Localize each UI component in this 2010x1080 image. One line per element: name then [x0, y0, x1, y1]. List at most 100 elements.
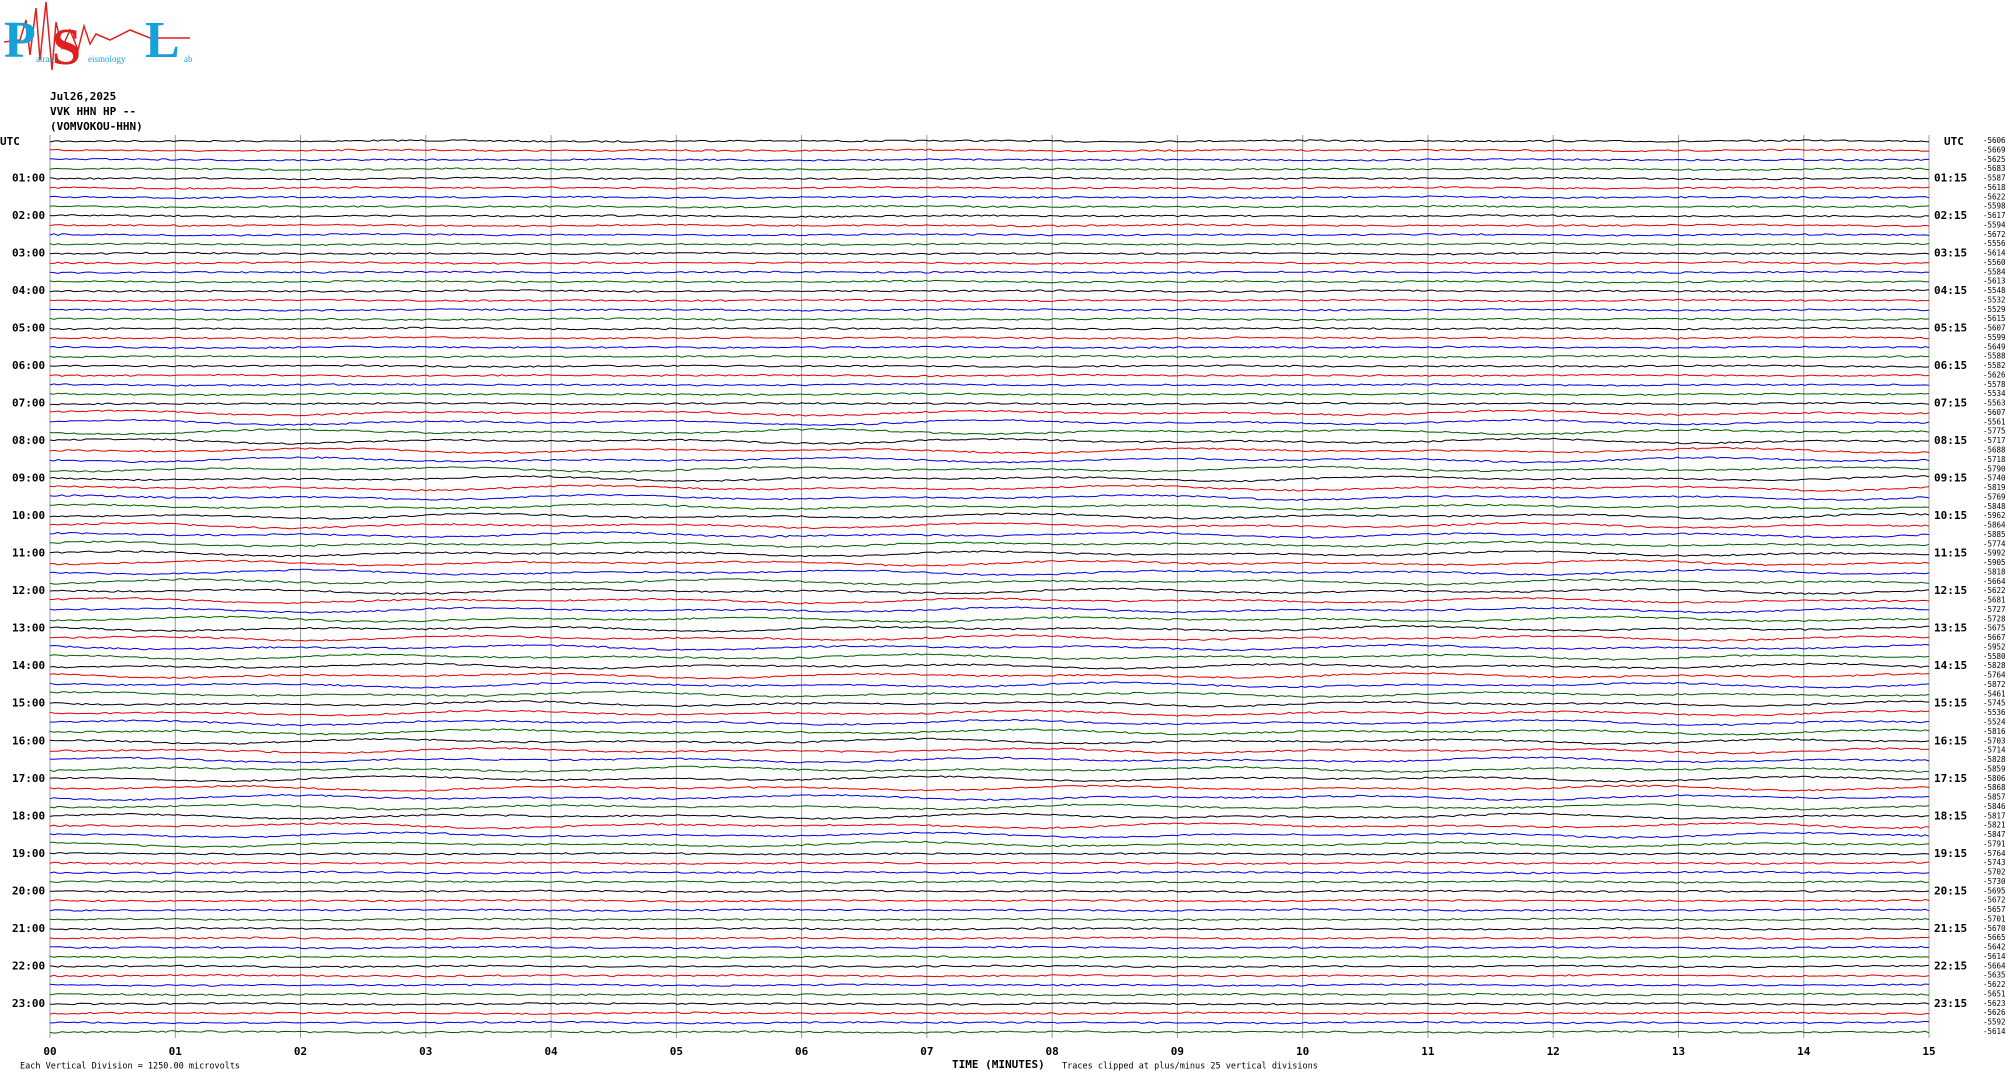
hour-label: 16:00 [12, 734, 45, 747]
hour-label: 17:15 [1934, 772, 1967, 785]
x-tick-label: 05 [670, 1045, 683, 1058]
offset-label: -5670 [1983, 924, 2006, 933]
trace [49, 852, 1930, 856]
offset-label: -5702 [1983, 868, 2006, 877]
trace [49, 475, 1930, 483]
trace [49, 793, 1930, 802]
x-tick-label: 15 [1922, 1045, 1935, 1058]
hour-label: 09:00 [12, 472, 45, 485]
offset-label: -5461 [1983, 689, 2006, 698]
offset-label: -5701 [1983, 914, 2006, 923]
hour-label: 08:15 [1934, 434, 1967, 447]
x-tick-label: 11 [1421, 1045, 1435, 1058]
trace [49, 465, 1929, 473]
trace [49, 917, 1930, 922]
offset-label: -5769 [1983, 492, 2006, 501]
logo-wave [3, 1, 190, 71]
hour-label: 06:15 [1934, 359, 1967, 372]
offset-label: -5592 [1983, 1018, 2006, 1027]
hour-label: 22:15 [1934, 959, 1967, 972]
offset-label: -5587 [1983, 174, 2006, 183]
trace [49, 784, 1930, 792]
trace [49, 251, 1930, 256]
trace [49, 936, 1930, 941]
offset-label: -5828 [1983, 661, 2006, 670]
hour-label: 07:00 [12, 397, 45, 410]
offset-label: -5819 [1983, 483, 2006, 492]
trace [49, 521, 1930, 530]
trace [49, 992, 1930, 997]
trace [49, 242, 1930, 247]
hour-label: 04:15 [1934, 284, 1967, 297]
trace [49, 176, 1930, 181]
offset-label: -5563 [1983, 399, 2006, 408]
offset-label: -5665 [1983, 933, 2006, 942]
trace [49, 195, 1930, 200]
hour-label: 03:15 [1934, 247, 1967, 260]
trace [49, 955, 1930, 959]
trace [49, 700, 1929, 708]
channel: VVK HHN HP -- [50, 105, 136, 118]
offset-label: -5846 [1983, 802, 2006, 811]
hour-label: 20:15 [1934, 884, 1967, 897]
trace [50, 503, 1930, 511]
trace [49, 157, 1929, 162]
hour-label: 10:00 [12, 509, 45, 522]
trace [49, 578, 1930, 586]
trace [49, 364, 1930, 368]
trace [49, 964, 1930, 969]
offset-label: -5740 [1983, 474, 2006, 483]
x-tick-label: 04 [544, 1045, 558, 1058]
hour-label: 01:15 [1934, 172, 1967, 185]
offset-label: -5669 [1983, 145, 2006, 154]
offset-label: -5607 [1983, 408, 2006, 417]
x-tick-label: 03 [419, 1045, 432, 1058]
trace [49, 317, 1930, 322]
hour-label: 23:00 [12, 997, 45, 1010]
trace [49, 204, 1930, 209]
trace [49, 747, 1930, 755]
hour-label: 14:00 [12, 659, 45, 672]
trace [49, 587, 1930, 595]
trace [49, 926, 1930, 931]
offset-label: -5992 [1983, 549, 2006, 558]
hour-label: 11:00 [12, 547, 45, 560]
x-tick-label: 13 [1672, 1045, 1685, 1058]
trace [49, 908, 1930, 912]
x-tick-label: 08 [1046, 1045, 1059, 1058]
hour-label: 09:15 [1934, 472, 1967, 485]
hour-label: 02:00 [12, 209, 45, 222]
logo-letter: S [52, 19, 81, 76]
offset-label: -5857 [1983, 793, 2006, 802]
hour-label: 14:15 [1934, 659, 1967, 672]
offset-label: -5664 [1983, 961, 2006, 970]
hour-label: 18:15 [1934, 809, 1967, 822]
trace [49, 185, 1930, 190]
trace [49, 880, 1930, 884]
footer-axis: TIME (MINUTES) [952, 1058, 1045, 1071]
offset-label: -5622 [1983, 980, 2006, 989]
offset-label: -5806 [1983, 774, 2006, 783]
offset-label: -5626 [1983, 370, 2006, 379]
trace [49, 392, 1930, 397]
trace [49, 484, 1930, 492]
trace [49, 456, 1930, 464]
logo-letter: P [4, 12, 36, 69]
offset-label: -5618 [1983, 183, 2006, 192]
trace [49, 653, 1930, 661]
trace [49, 1030, 1930, 1034]
trace [49, 373, 1930, 378]
trace [49, 382, 1930, 387]
x-tick-label: 14 [1797, 1045, 1811, 1058]
offset-label: -5657 [1983, 905, 2006, 914]
offset-label: -5675 [1983, 624, 2006, 633]
left-corner: UTC [0, 135, 20, 148]
date: Jul26,2025 [50, 90, 116, 103]
offset-label: -5717 [1983, 436, 2006, 445]
hour-label: 05:15 [1934, 322, 1967, 335]
offset-label: -5626 [1983, 1008, 2006, 1017]
trace [49, 270, 1930, 275]
hour-label: 12:15 [1934, 584, 1967, 597]
offset-label: -5614 [1983, 1027, 2006, 1036]
